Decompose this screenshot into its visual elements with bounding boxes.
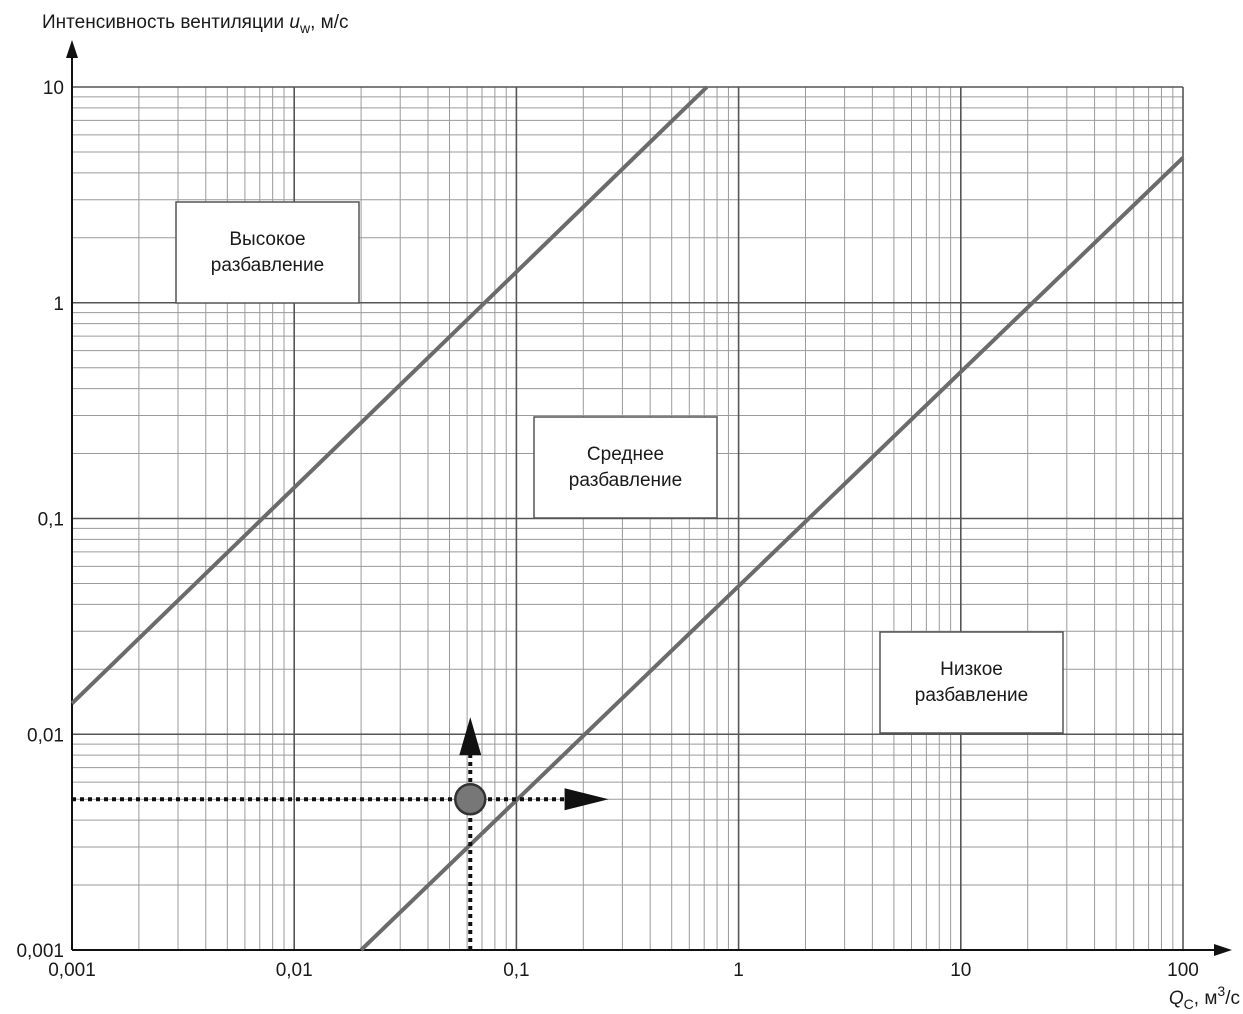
x-label-sup: 3: [1217, 983, 1225, 999]
y-label-var: u: [289, 12, 300, 33]
y-tick-label: 0,001: [16, 941, 64, 962]
x-label-sub: C: [1184, 996, 1194, 1012]
y-tick-label: 0,1: [38, 510, 64, 531]
y-tick-label: 10: [43, 78, 64, 99]
x-axis-label: QC, м3/с: [1169, 983, 1240, 1012]
region-label: Среднее: [587, 444, 664, 465]
arrow-head: [564, 788, 609, 811]
region-label: Низкое: [940, 659, 1003, 680]
x-tick-label: 0,001: [48, 960, 96, 981]
region-box: [175, 201, 360, 304]
y-axis-label: Интенсивность вентиляции uw, м/с: [42, 12, 348, 36]
x-label-unit: , м: [1194, 988, 1218, 1009]
x-tick-label: 1: [733, 960, 744, 981]
region-label: разбавление: [211, 255, 324, 276]
y-label-unit: , м/с: [310, 12, 348, 33]
x-axis-arrow: [1214, 944, 1232, 956]
boundary-line: [359, 156, 1185, 952]
y-axis-arrow: [66, 40, 78, 58]
x-tick-label: 10: [950, 960, 971, 981]
region-label: Высокое: [229, 229, 305, 250]
y-tick-label: 1: [53, 294, 64, 315]
operating-point: [454, 782, 487, 816]
arrow-head: [459, 717, 482, 756]
boundary-line: [70, 85, 709, 705]
region-label: разбавление: [569, 470, 682, 491]
x-tick-label: 0,1: [503, 960, 529, 981]
region-box: [533, 416, 718, 519]
region-label: разбавление: [915, 685, 1028, 706]
region-box: [879, 631, 1064, 734]
y-label-text: Интенсивность вентиляции: [42, 12, 289, 33]
x-label-var: Q: [1169, 988, 1184, 1009]
y-tick-label: 0,01: [27, 725, 64, 746]
x-label-tail: /с: [1225, 988, 1240, 1009]
y-label-sub: w: [299, 20, 311, 36]
x-tick-label: 100: [1167, 960, 1199, 981]
x-tick-label: 0,01: [276, 960, 313, 981]
